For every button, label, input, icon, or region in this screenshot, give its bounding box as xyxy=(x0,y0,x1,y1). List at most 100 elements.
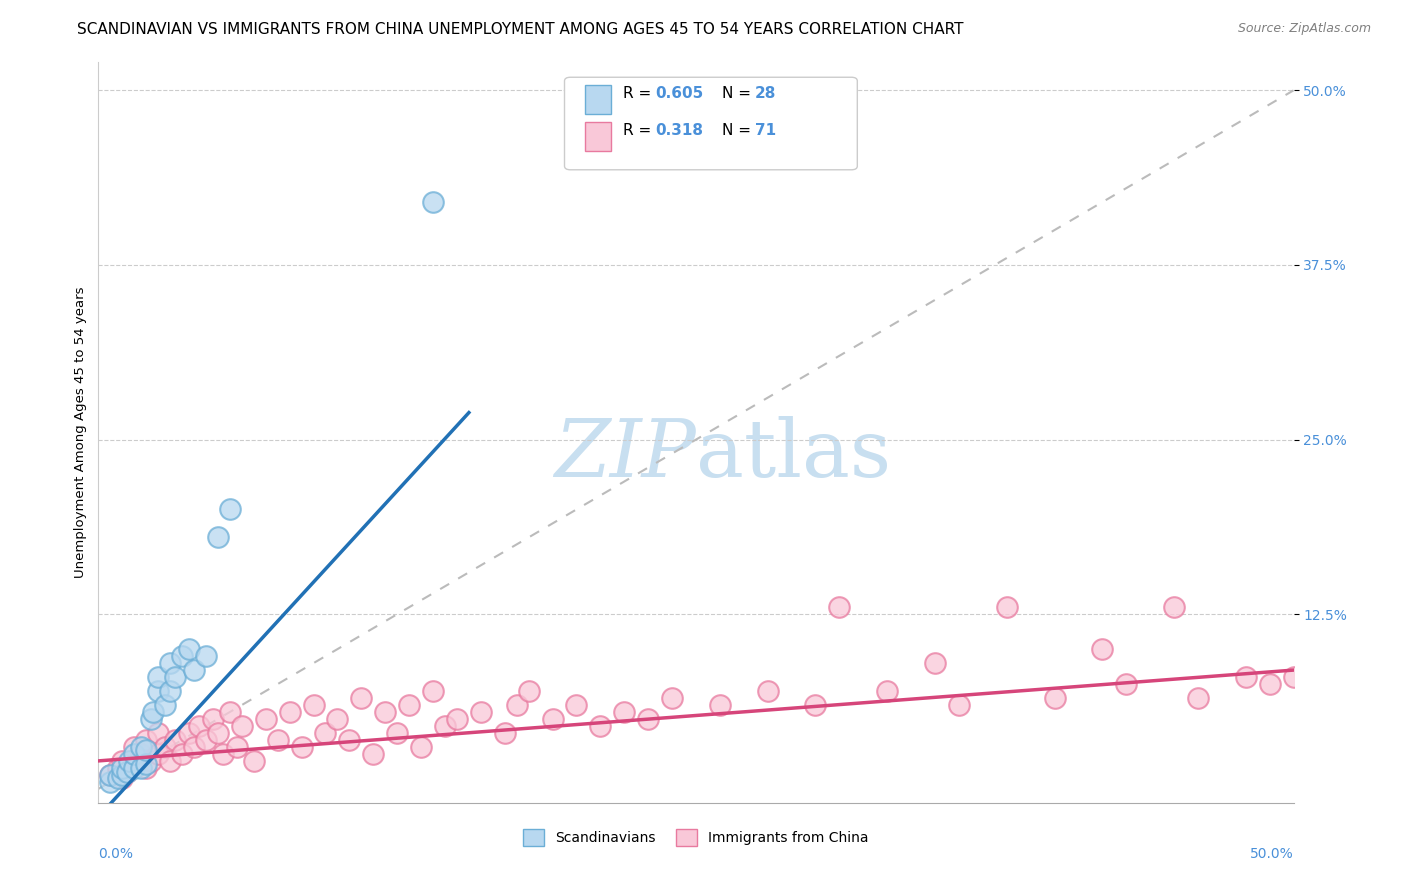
Point xyxy=(363,747,385,761)
Point xyxy=(131,739,153,754)
Point xyxy=(179,726,201,740)
Point xyxy=(131,747,153,761)
Point xyxy=(131,761,153,775)
Point xyxy=(124,739,146,754)
Point xyxy=(163,733,186,747)
Point xyxy=(118,754,141,768)
Point xyxy=(267,733,290,747)
Point xyxy=(876,684,898,698)
Text: atlas: atlas xyxy=(696,416,891,494)
Point xyxy=(494,726,516,740)
Point xyxy=(139,712,162,726)
Point xyxy=(107,761,129,775)
Point xyxy=(172,649,194,664)
Point xyxy=(142,705,165,719)
Text: ZIP: ZIP xyxy=(554,416,696,493)
Point xyxy=(278,705,301,719)
Text: R =: R = xyxy=(623,86,657,101)
Point xyxy=(202,712,225,726)
Point xyxy=(207,530,229,544)
Point xyxy=(243,754,266,768)
Point xyxy=(148,747,170,761)
Point xyxy=(148,670,170,684)
Point xyxy=(148,726,170,740)
Text: 50.0%: 50.0% xyxy=(1250,847,1294,861)
Point xyxy=(804,698,827,712)
Point xyxy=(183,663,205,677)
Point xyxy=(124,747,146,761)
Point xyxy=(159,656,181,670)
Point xyxy=(995,600,1018,615)
Point xyxy=(374,705,396,719)
Text: N =: N = xyxy=(723,123,756,138)
Point xyxy=(219,502,242,516)
Point xyxy=(124,756,146,771)
Point xyxy=(183,739,205,754)
Text: R =: R = xyxy=(623,123,657,138)
Point xyxy=(187,719,209,733)
Point xyxy=(135,742,157,756)
Point xyxy=(506,698,529,712)
Point xyxy=(411,739,433,754)
Point xyxy=(541,712,564,726)
Point xyxy=(115,765,138,780)
Point xyxy=(350,691,373,706)
Point xyxy=(159,754,181,768)
Legend: Scandinavians, Immigrants from China: Scandinavians, Immigrants from China xyxy=(517,823,875,851)
Point xyxy=(565,698,588,712)
Point xyxy=(291,739,314,754)
Text: 28: 28 xyxy=(755,86,776,101)
Point xyxy=(195,733,218,747)
Point xyxy=(172,747,194,761)
Point xyxy=(98,775,122,789)
Point xyxy=(226,739,249,754)
Point xyxy=(326,712,349,726)
Point xyxy=(135,756,157,771)
Point xyxy=(135,733,157,747)
Point xyxy=(828,600,851,615)
Point xyxy=(139,754,162,768)
Y-axis label: Unemployment Among Ages 45 to 54 years: Unemployment Among Ages 45 to 54 years xyxy=(75,287,87,578)
Point xyxy=(385,726,409,740)
Point xyxy=(1234,670,1257,684)
Text: 0.0%: 0.0% xyxy=(98,847,134,861)
Point xyxy=(111,761,134,775)
Point xyxy=(315,726,337,740)
Point xyxy=(98,768,122,782)
Point xyxy=(148,684,170,698)
Point xyxy=(159,684,181,698)
Point xyxy=(107,771,129,785)
Point xyxy=(302,698,325,712)
Point xyxy=(155,698,177,712)
Point xyxy=(948,698,970,712)
Point xyxy=(135,761,157,775)
Point xyxy=(446,712,468,726)
Point xyxy=(111,768,134,782)
Point xyxy=(1282,670,1305,684)
Point xyxy=(398,698,420,712)
Text: Source: ZipAtlas.com: Source: ZipAtlas.com xyxy=(1237,22,1371,36)
Point xyxy=(422,195,444,210)
Point xyxy=(517,684,540,698)
Point xyxy=(254,712,277,726)
Point xyxy=(219,705,242,719)
Point xyxy=(589,719,612,733)
Point xyxy=(1163,600,1185,615)
Point xyxy=(115,765,138,780)
Point xyxy=(1091,642,1114,657)
Point xyxy=(422,684,444,698)
Point xyxy=(709,698,731,712)
Point xyxy=(195,649,218,664)
Point xyxy=(1258,677,1281,691)
FancyBboxPatch shape xyxy=(565,78,858,169)
Point xyxy=(155,739,177,754)
Point xyxy=(339,733,361,747)
FancyBboxPatch shape xyxy=(585,121,612,152)
Point xyxy=(637,712,659,726)
Point xyxy=(98,768,122,782)
Point xyxy=(470,705,492,719)
Text: 0.605: 0.605 xyxy=(655,86,703,101)
Point xyxy=(613,705,636,719)
Point xyxy=(434,719,457,733)
Point xyxy=(1187,691,1209,706)
